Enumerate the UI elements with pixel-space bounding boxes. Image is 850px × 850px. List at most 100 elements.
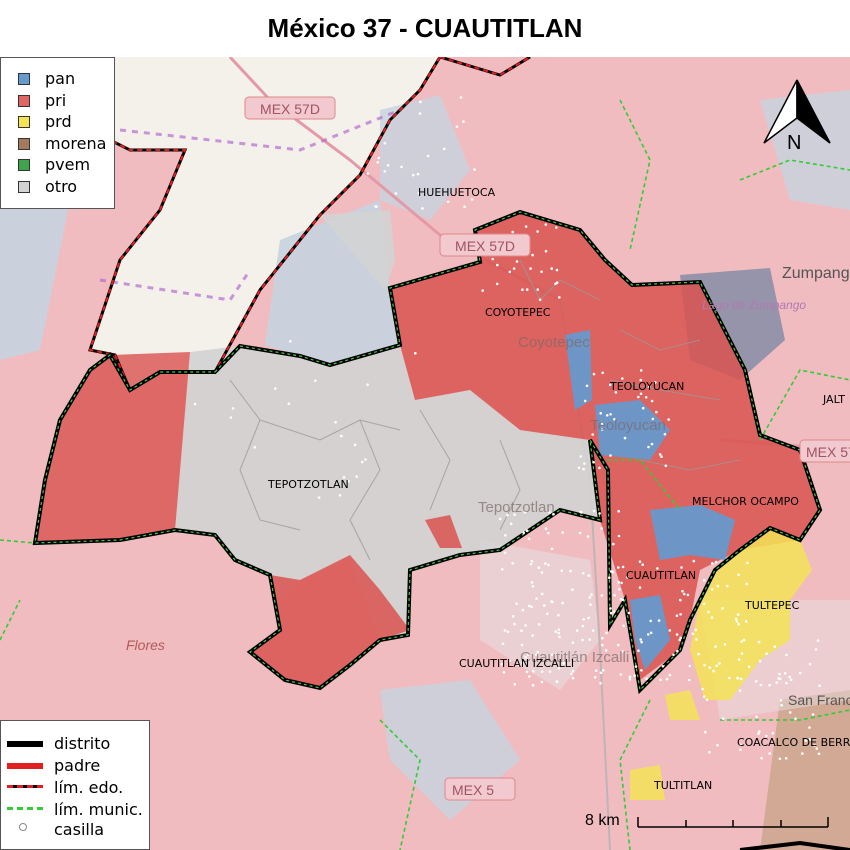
casilla-dot: [582, 467, 585, 471]
compass-label: N: [787, 132, 802, 154]
casilla-dot: [664, 464, 668, 468]
casilla-dot: [591, 433, 594, 436]
casilla-dot: [675, 633, 679, 636]
casilla-dot: [548, 511, 551, 514]
casilla-dot: [682, 592, 686, 596]
casilla-dot: [531, 585, 535, 588]
casilla-dot: [591, 629, 595, 632]
casilla-dot: [442, 147, 446, 151]
casilla-dot: [579, 455, 582, 458]
road-shield-1: [244, 96, 336, 120]
casilla-dot: [745, 582, 748, 586]
casilla-dot: [588, 596, 592, 599]
casilla-dot: [798, 671, 802, 675]
casilla-dot: [716, 743, 719, 747]
casilla-dot: [718, 662, 721, 665]
casilla-dot: [663, 432, 667, 436]
casilla-dot: [511, 562, 514, 565]
legend-item-prd: prd: [1, 111, 72, 132]
casilla-dot: [621, 650, 624, 653]
casilla-dot: [571, 676, 575, 680]
legend-label-casilla: casilla: [54, 820, 105, 839]
casilla-dot: [446, 200, 450, 204]
legend-label-morena: morena: [45, 134, 107, 153]
casilla-dot: [590, 593, 593, 596]
casilla-dot: [639, 378, 643, 382]
basemap-urban-west: [480, 540, 600, 690]
legend-item-pri: pri: [1, 90, 66, 111]
casilla-dot: [816, 639, 820, 642]
casilla-dot: [586, 535, 590, 538]
muni-label-tepotzotlan: TEPOTZOTLAN: [267, 478, 349, 491]
casilla-dot: [633, 674, 636, 677]
map-area[interactable]: MEX 57D MEX 57D MEX 57 MEX 5 Lago de Zum…: [0, 57, 850, 850]
casilla-dot: [777, 677, 780, 680]
casilla-dot: [555, 268, 559, 272]
casilla-dot: [758, 659, 762, 663]
casilla-dot: [537, 566, 541, 569]
casilla-dot: [703, 663, 706, 667]
casilla-dot: [502, 671, 506, 674]
casilla-dot: [627, 611, 631, 615]
casilla-dot: [757, 732, 760, 735]
casilla-dot: [589, 603, 592, 606]
casilla-dot: [702, 578, 706, 582]
casilla-dot: [721, 717, 725, 720]
casilla-dot: [742, 638, 746, 642]
casilla-dot: [592, 372, 596, 376]
casilla-dot: [679, 636, 682, 640]
map-title: México 37 - CUAUTITLAN: [267, 13, 583, 43]
casilla-dot: [512, 267, 516, 270]
casilla-dot: [525, 670, 529, 674]
casilla-dot: [711, 562, 714, 565]
casilla-dot: [504, 534, 507, 537]
legend-swatch-morena: [18, 137, 30, 150]
casilla-dot: [765, 734, 768, 738]
casilla-dot: [459, 96, 463, 99]
casilla-dot: [593, 676, 597, 679]
casilla-dot: [375, 205, 378, 208]
casilla-dot: [641, 563, 644, 566]
casilla-dot: [714, 645, 717, 648]
casilla-dot: [609, 454, 612, 457]
casilla-dot: [470, 198, 474, 201]
casilla-dot: [780, 703, 783, 707]
casilla-dot: [721, 607, 724, 610]
casilla-dot: [728, 676, 731, 680]
casilla-dot: [818, 684, 821, 688]
legend-swatch-prd: [18, 115, 30, 128]
casilla-dot: [659, 678, 662, 682]
casilla-dot: [577, 466, 581, 470]
casilla-dot: [491, 257, 495, 261]
legend-line-munic: [7, 807, 43, 810]
town-label-coyotepec: Coyotepec: [518, 334, 590, 351]
casilla-dot: [650, 442, 654, 446]
casilla-dot: [417, 191, 421, 195]
town-label-san-francisco: San Francisco Coacalco: [788, 692, 850, 708]
casilla-dot: [495, 282, 499, 286]
casilla-dot: [515, 260, 519, 263]
casilla-dot: [672, 653, 675, 657]
casilla-dot: [638, 586, 642, 589]
muni-label-izcalli: CUAUTITLAN IZCALLI: [459, 657, 574, 670]
casilla-dot: [695, 638, 698, 641]
casilla-dot: [462, 120, 465, 123]
town-label-zumpango: Zumpango de Ocampo: [782, 265, 850, 282]
casilla-dot: [531, 683, 535, 687]
casilla-dot: [592, 509, 596, 513]
section-lines: [229, 259, 741, 561]
casilla-dot: [775, 681, 779, 684]
casilla-dot: [737, 622, 740, 626]
casilla-dot: [712, 669, 715, 673]
lake-label: Lago de Zumpango: [702, 298, 806, 312]
casilla-dot: [544, 249, 548, 253]
casilla-dot: [600, 594, 604, 597]
casilla-dot: [509, 522, 513, 526]
casilla-dot: [522, 531, 525, 535]
casilla-dot: [314, 379, 317, 383]
casilla-dot: [616, 643, 620, 647]
casilla-dot: [582, 618, 586, 621]
casilla-dot: [639, 369, 643, 372]
casilla-dot: [601, 371, 604, 375]
casilla-dot: [520, 643, 524, 647]
